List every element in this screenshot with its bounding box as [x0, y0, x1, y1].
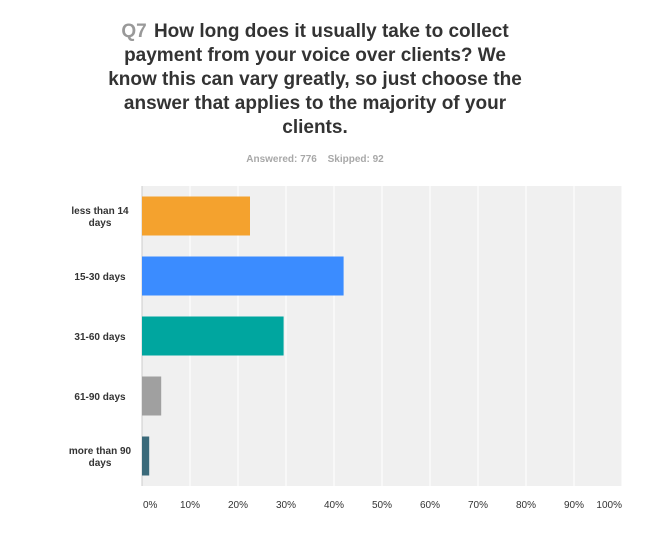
tick-label: 20% [228, 500, 248, 511]
category-label: less than 14 days [71, 206, 129, 229]
tick-label: 80% [516, 500, 536, 511]
category-label: 31-60 days [74, 332, 126, 343]
category-label: 15-30 days [74, 272, 126, 283]
tick-label: 100% [596, 500, 622, 511]
response-stats: Answered: 776 Skipped: 92 [100, 154, 530, 165]
skipped-count: Skipped: 92 [327, 154, 384, 165]
tick-label: 0% [143, 500, 158, 511]
tick-label: 50% [372, 500, 392, 511]
tick-label: 70% [468, 500, 488, 511]
question-text: How long does it usually take to collect… [108, 21, 522, 138]
bar [142, 376, 162, 416]
tick-label: 30% [276, 500, 296, 511]
tick-label: 10% [180, 500, 200, 511]
bar [142, 196, 250, 236]
bar [142, 436, 150, 476]
bar [142, 316, 284, 356]
answered-count: Answered: 776 [246, 154, 317, 165]
category-label: more than 90 days [69, 446, 132, 469]
chart-title: Q7 How long does it usually take to coll… [100, 20, 530, 140]
tick-label: 40% [324, 500, 344, 511]
tick-label: 90% [564, 500, 584, 511]
category-label: 61-90 days [74, 392, 126, 403]
tick-label: 60% [420, 500, 440, 511]
question-number: Q7 [121, 21, 147, 42]
bar [142, 256, 344, 296]
